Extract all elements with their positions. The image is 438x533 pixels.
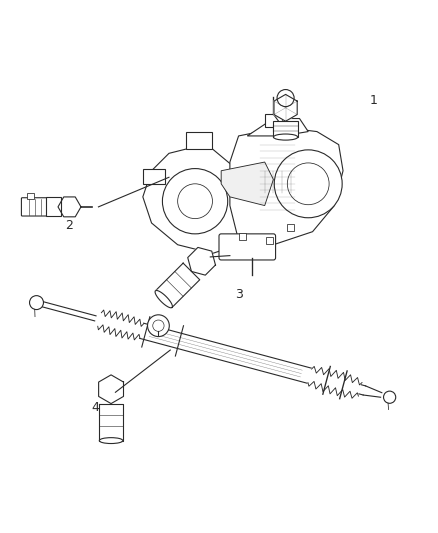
Polygon shape xyxy=(221,162,273,206)
Circle shape xyxy=(287,163,329,205)
Polygon shape xyxy=(230,127,343,245)
Text: 3: 3 xyxy=(235,288,243,301)
Polygon shape xyxy=(308,366,362,398)
Circle shape xyxy=(148,315,170,336)
Polygon shape xyxy=(155,263,200,308)
Polygon shape xyxy=(247,118,308,136)
FancyBboxPatch shape xyxy=(240,232,247,239)
Polygon shape xyxy=(155,290,173,308)
FancyBboxPatch shape xyxy=(265,114,282,127)
FancyBboxPatch shape xyxy=(27,193,34,199)
Text: 1: 1 xyxy=(370,94,378,107)
FancyBboxPatch shape xyxy=(265,237,272,244)
Circle shape xyxy=(178,184,212,219)
Circle shape xyxy=(162,168,228,234)
Circle shape xyxy=(29,296,43,310)
Polygon shape xyxy=(98,310,143,340)
FancyBboxPatch shape xyxy=(273,121,298,137)
Polygon shape xyxy=(274,94,297,121)
FancyBboxPatch shape xyxy=(186,132,212,149)
Circle shape xyxy=(153,320,164,332)
FancyBboxPatch shape xyxy=(143,168,165,184)
Polygon shape xyxy=(143,149,256,254)
Polygon shape xyxy=(99,375,124,403)
Polygon shape xyxy=(188,247,215,275)
FancyBboxPatch shape xyxy=(287,224,294,231)
Ellipse shape xyxy=(273,134,298,140)
Circle shape xyxy=(277,90,294,107)
Polygon shape xyxy=(140,323,312,383)
FancyBboxPatch shape xyxy=(46,197,61,216)
FancyBboxPatch shape xyxy=(21,198,47,216)
Ellipse shape xyxy=(99,438,123,443)
Polygon shape xyxy=(58,197,81,217)
Circle shape xyxy=(384,391,396,403)
Text: 2: 2 xyxy=(65,219,73,232)
Circle shape xyxy=(274,150,342,218)
Polygon shape xyxy=(99,403,123,441)
Text: 4: 4 xyxy=(91,401,99,415)
FancyBboxPatch shape xyxy=(219,234,276,260)
